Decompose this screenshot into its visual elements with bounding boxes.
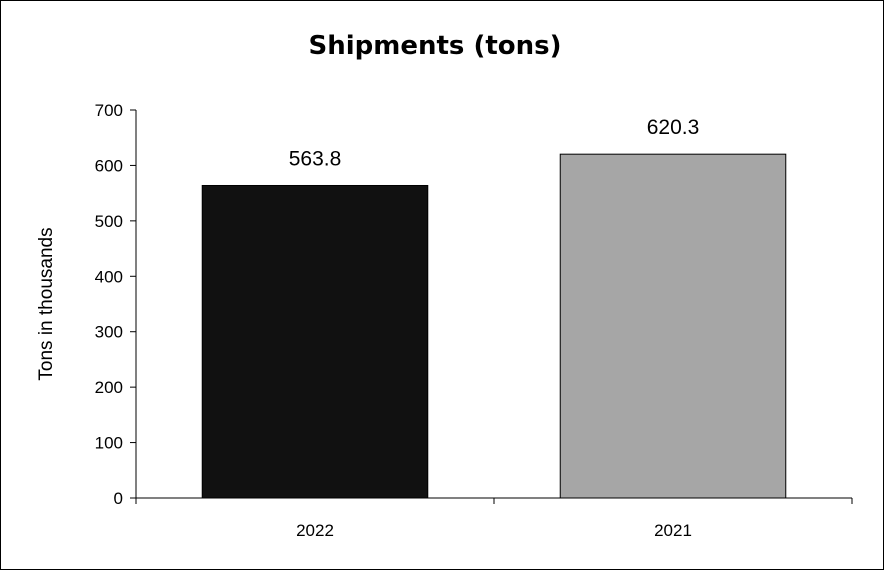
bar-2022 bbox=[201, 184, 429, 499]
y-tick-label: 600 bbox=[95, 156, 123, 175]
y-tick-label: 200 bbox=[95, 378, 123, 397]
bar-2021 bbox=[559, 153, 787, 499]
y-tick-label: 100 bbox=[95, 434, 123, 453]
plot-area: 0 100 200 300 400 500 600 700 563.8 2022 620.3 2021 bbox=[95, 101, 853, 540]
chart-title: Shipments (tons) bbox=[309, 31, 562, 61]
x-tick-label: 2022 bbox=[296, 521, 334, 540]
data-label-2022: 563.8 bbox=[289, 147, 342, 170]
data-label-2021: 620.3 bbox=[647, 116, 700, 139]
y-tick-label: 300 bbox=[95, 323, 123, 342]
y-axis-title: Tons in thousands bbox=[36, 227, 57, 380]
y-tick-label: 400 bbox=[95, 267, 123, 286]
y-tick-label: 0 bbox=[114, 489, 123, 508]
x-tick-label: 2021 bbox=[654, 521, 692, 540]
y-tick-label: 500 bbox=[95, 212, 123, 231]
y-tick-label: 700 bbox=[95, 101, 123, 120]
